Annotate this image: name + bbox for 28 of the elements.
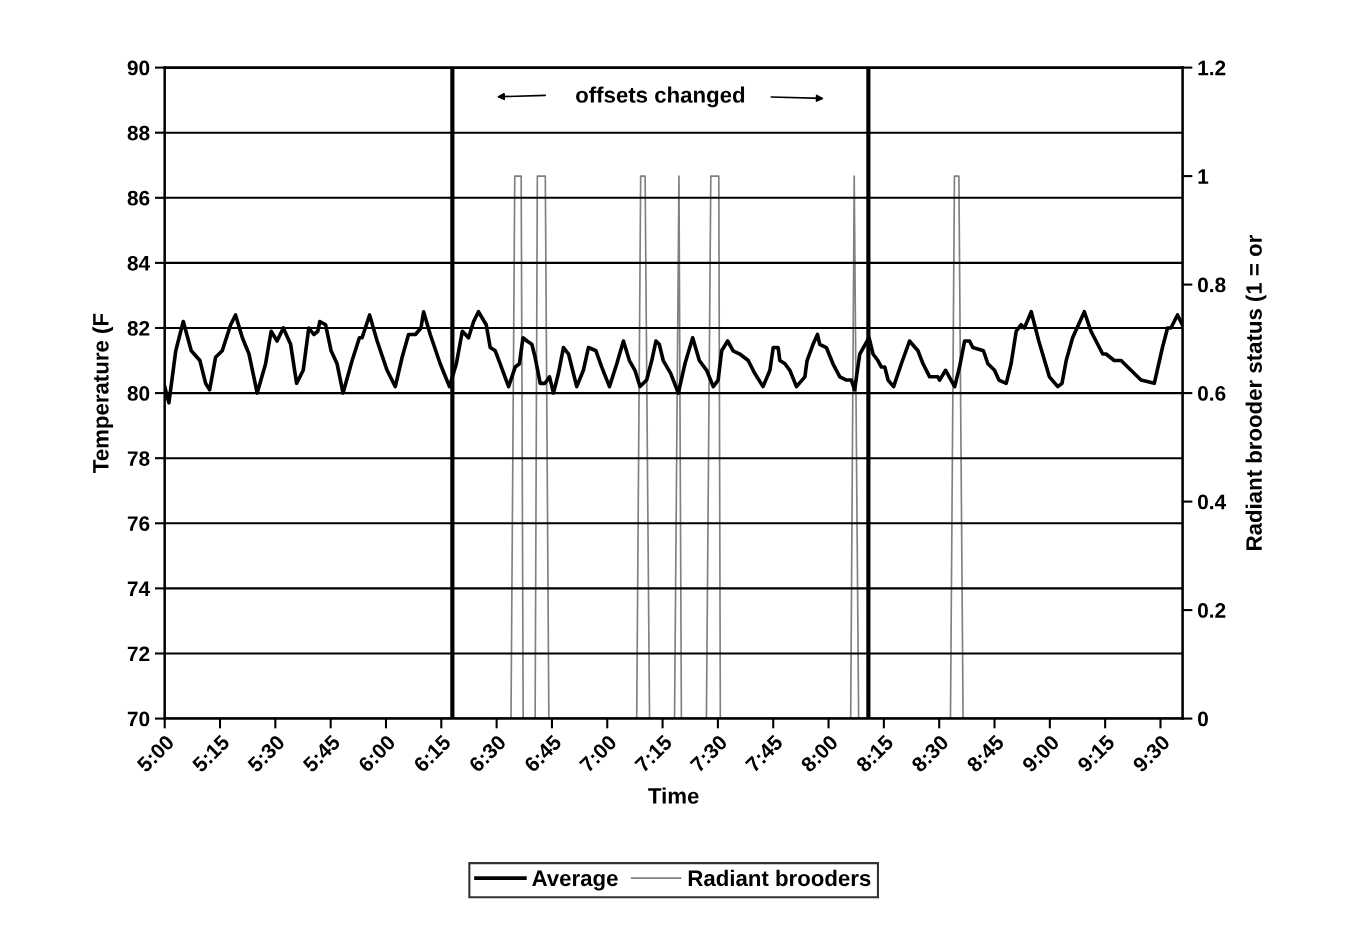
x-tick-label: 7:30 [689,734,729,773]
y-tick-label: 70 [127,711,150,727]
y-tick-label: 90 [127,60,150,76]
y-tick-label: 80 [127,386,150,401]
y2-tick-label: 0.8 [1198,277,1226,293]
legend-label: Average [532,870,618,891]
y2-axis-title: Radiant brooder status (1 = or [1245,235,1267,550]
x-tick-label: 7:00 [578,734,618,773]
y2-tick-label: 1.2 [1198,60,1226,76]
y2-tick-label: 0.4 [1198,494,1227,510]
y-tick-label: 72 [127,646,150,662]
y-tick-label: 84 [127,255,151,271]
y2-tick-label: 0.6 [1198,386,1226,401]
y-tick-label: 82 [127,320,150,336]
legend-label: Radiant brooders [688,869,871,887]
y-axis-title: Temperature (F [92,313,114,473]
y2-tick-label: 0 [1198,711,1208,727]
x-axis-title: Time [648,787,699,804]
y-tick-label: 78 [127,451,150,466]
y-tick-label: 86 [127,190,150,206]
y-tick-label: 76 [127,516,150,532]
annotation: offsets changed [576,86,745,108]
y2-tick-label: 0.2 [1198,603,1226,618]
x-tick-label: 6:00 [357,734,397,773]
y-tick-label: 74 [127,581,151,596]
x-tick-label: 6:30 [468,734,507,773]
y-tick-label: 88 [127,125,150,141]
y2-tick-label: 1 [1198,169,1209,184]
